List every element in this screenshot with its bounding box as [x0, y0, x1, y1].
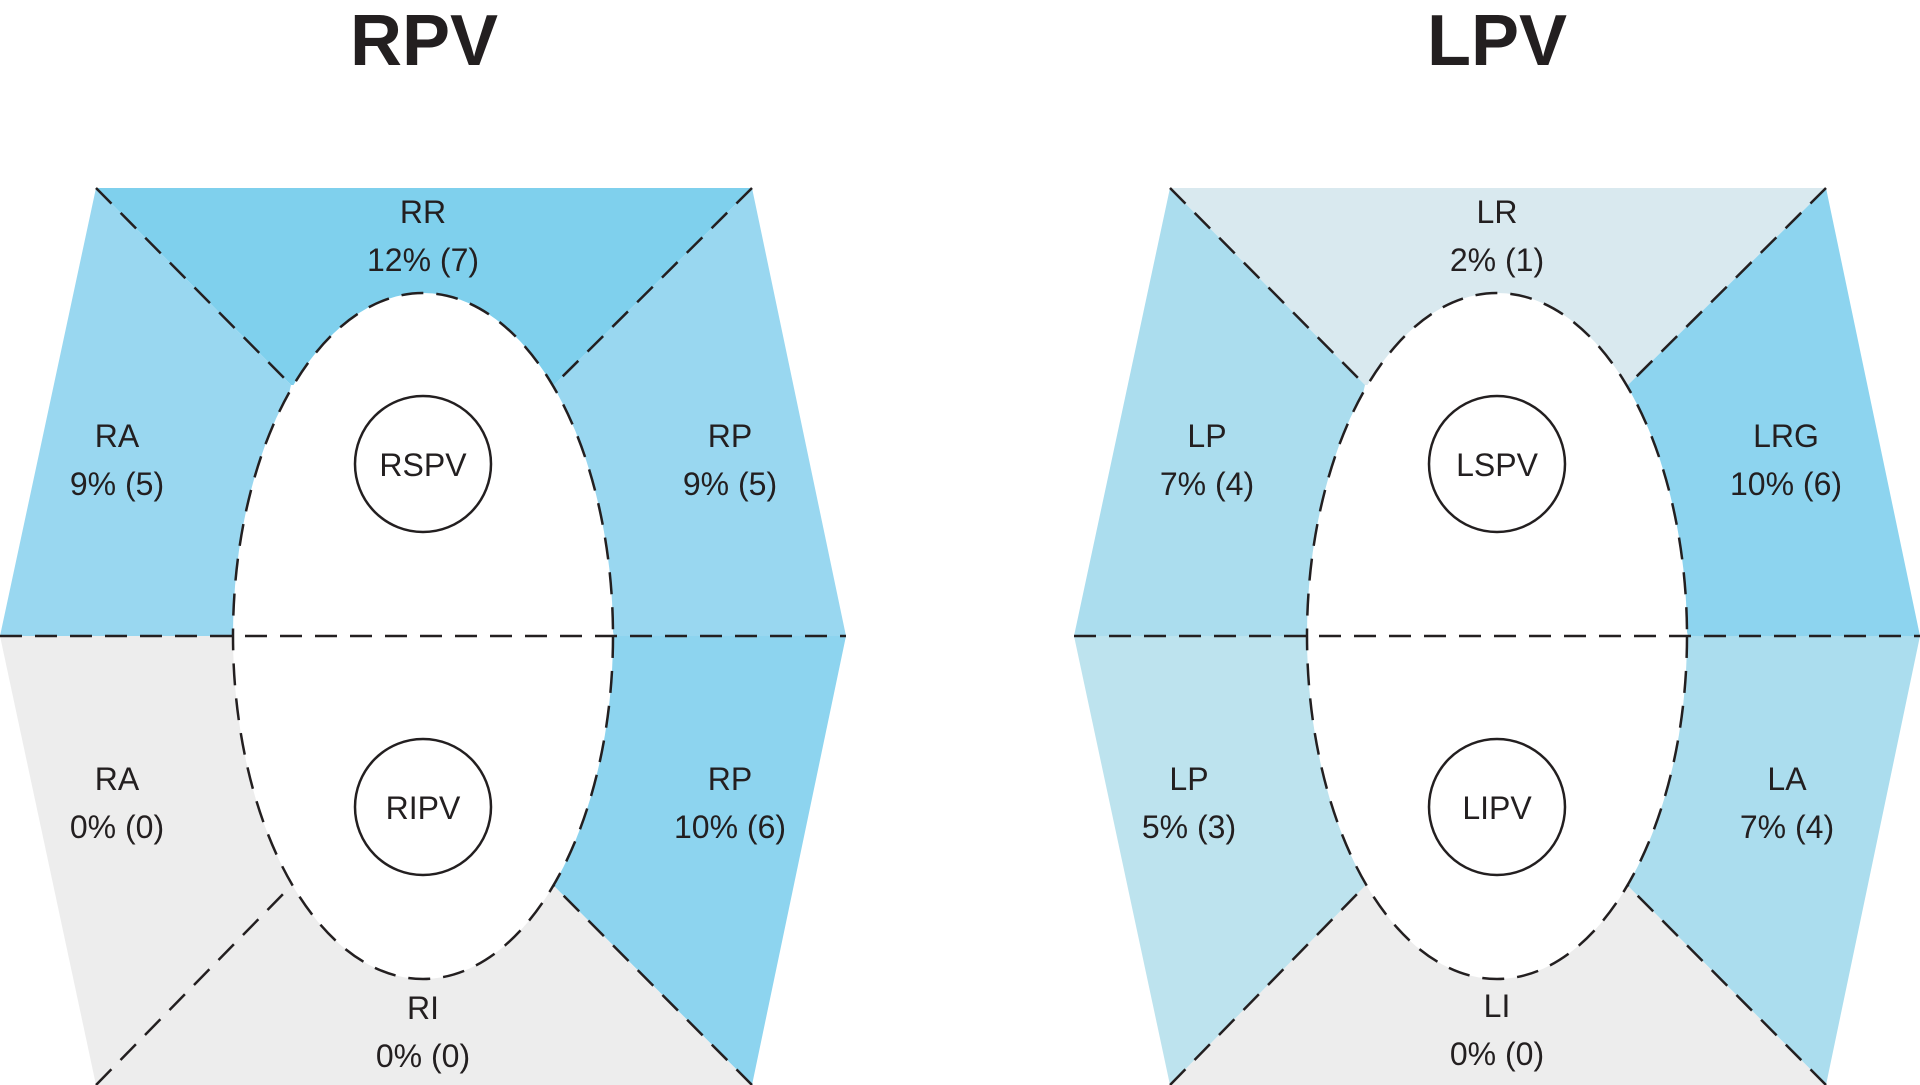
rspv-circle — [353, 394, 493, 534]
rpv-bottom-value: 0% (0) — [376, 1038, 470, 1074]
lpv-bottom-name: LI — [1484, 988, 1511, 1024]
rpv-lower-left-name: RA — [95, 761, 140, 797]
rpv-diagram: RPV RSPV RIPV RR 12% (7) RA 9% (5) RP 9%… — [0, 1, 846, 1085]
lpv-divider-bottom-right — [1627, 885, 1827, 1085]
rpv-divider-bottom-left — [95, 885, 292, 1085]
rpv-lower-right-value: 10% (6) — [674, 809, 786, 845]
lpv-divider-top-left — [1169, 187, 1366, 386]
lpv-divider-bottom-left — [1169, 885, 1366, 1085]
lpv-segment-top — [1170, 188, 1826, 385]
lpv-segment-lower-left — [1074, 636, 1365, 1085]
rpv-segment-lower-left — [0, 636, 291, 1085]
rpv-lower-left-value: 0% (0) — [70, 809, 164, 845]
lspv-circle — [1427, 394, 1567, 534]
lpv-upper-right-value: 10% (6) — [1730, 466, 1842, 502]
lpv-divider-top-right — [1627, 187, 1827, 386]
lpv-lower-right-value: 7% (4) — [1740, 809, 1834, 845]
lpv-upper-left-name: LP — [1187, 418, 1226, 454]
rpv-segment-bottom — [96, 886, 752, 1085]
rpv-upper-right-value: 9% (5) — [683, 466, 777, 502]
rpv-bottom-name: RI — [407, 990, 439, 1026]
lpv-bottom-value: 0% (0) — [1450, 1036, 1544, 1072]
lpv-upper-right-name: LRG — [1753, 418, 1819, 454]
lipv-circle — [1427, 737, 1567, 877]
lpv-title: LPV — [1427, 1, 1567, 81]
lipv-label: LIPV — [1462, 790, 1532, 826]
rpv-upper-right-name: RP — [708, 418, 752, 454]
lpv-upper-left-value: 7% (4) — [1160, 466, 1254, 502]
rpv-segment-upper-right — [554, 188, 846, 636]
ripv-label: RIPV — [386, 790, 461, 826]
rpv-lower-right-name: RP — [708, 761, 752, 797]
rpv-segment-top — [96, 188, 752, 385]
rpv-divider-top-right — [553, 187, 753, 386]
rpv-top-name: RR — [400, 194, 446, 230]
lpv-segment-upper-left — [1074, 188, 1365, 636]
rpv-segment-upper-left — [0, 188, 291, 636]
lpv-segment-bottom — [1170, 886, 1826, 1085]
rpv-segment-lower-right — [554, 636, 846, 1085]
lpv-segment-upper-right — [1628, 188, 1920, 636]
rpv-top-value: 12% (7) — [367, 242, 479, 278]
rspv-label: RSPV — [379, 447, 467, 483]
ripv-circle — [353, 737, 493, 877]
rpv-upper-left-value: 9% (5) — [70, 466, 164, 502]
lpv-top-name: LR — [1477, 194, 1518, 230]
rpv-upper-left-name: RA — [95, 418, 140, 454]
lspv-label: LSPV — [1456, 447, 1538, 483]
rpv-divider-top-left — [95, 187, 292, 386]
rpv-divider-bottom-right — [553, 885, 753, 1085]
lpv-segment-lower-right — [1628, 636, 1920, 1085]
lpv-lower-left-value: 5% (3) — [1142, 809, 1236, 845]
rpv-title: RPV — [350, 1, 498, 81]
lpv-lower-left-name: LP — [1169, 761, 1208, 797]
lpv-diagram: LPV LSPV LIPV LR 2% (1) LP 7% (4) LRG 10… — [1074, 1, 1920, 1085]
lpv-lower-right-name: LA — [1767, 761, 1807, 797]
lpv-top-value: 2% (1) — [1450, 242, 1544, 278]
